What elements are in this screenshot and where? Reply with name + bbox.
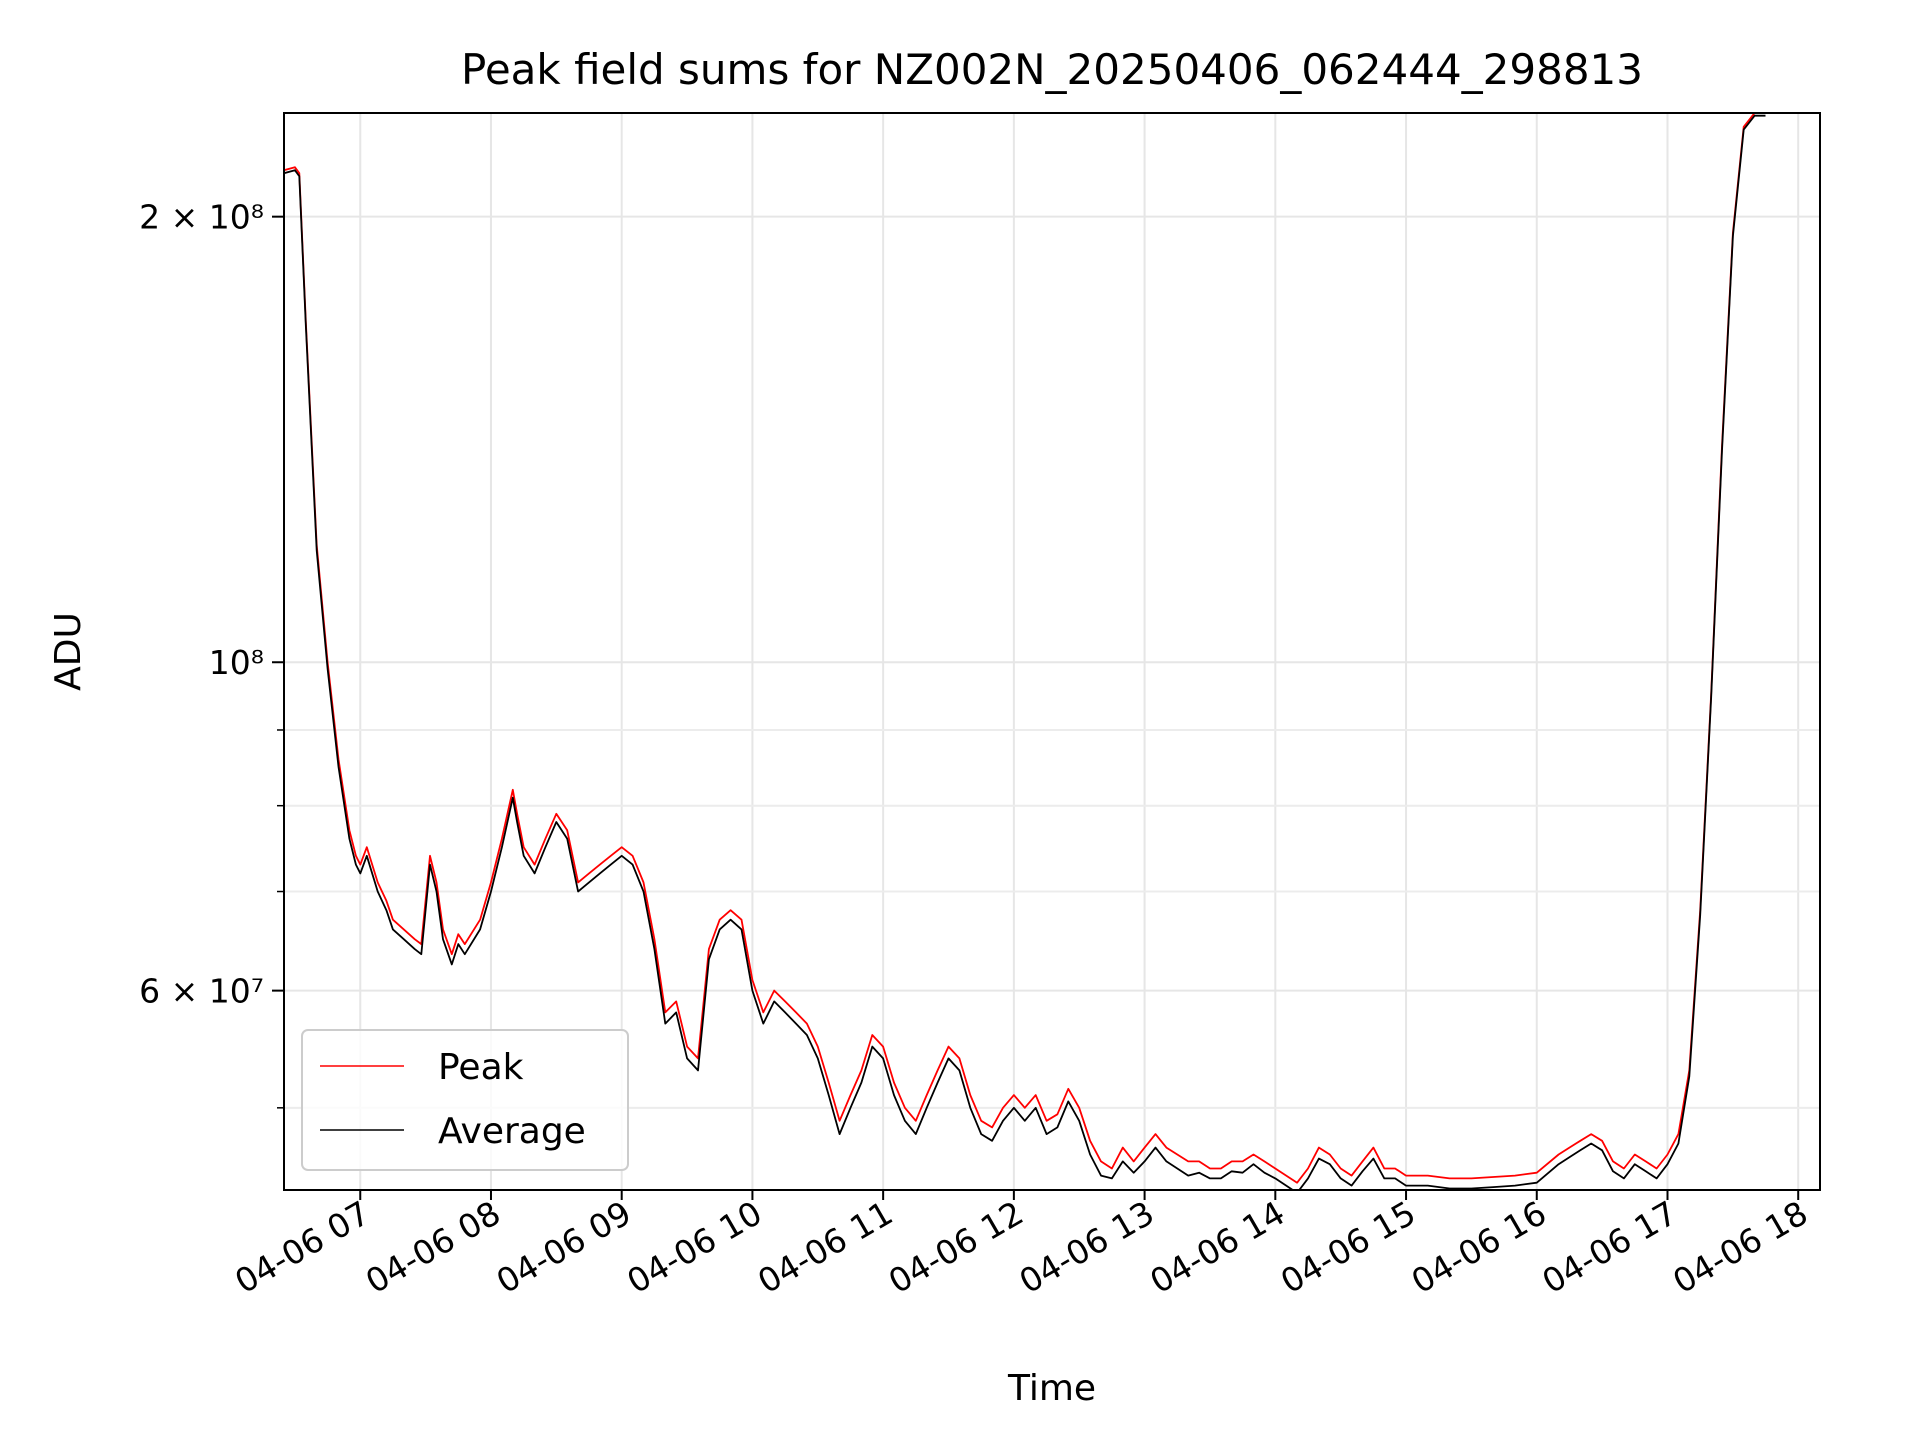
x-tick-label: 04-06 15 [1274, 1193, 1422, 1301]
x-tick-label: 04-06 16 [1405, 1193, 1553, 1301]
x-tick-label: 04-06 08 [359, 1193, 507, 1301]
y-tick-label: 6 × 10⁷ [139, 972, 264, 1011]
plot-frame [283, 112, 1821, 1191]
x-tick-label: 04-06 17 [1535, 1193, 1683, 1301]
y-axis-title: ADU [48, 612, 89, 691]
legend-label-average: Average [438, 1111, 586, 1152]
legend: Peak Average [301, 1029, 629, 1171]
chart-title: Peak field sums for NZ002N_20250406_0624… [461, 45, 1643, 94]
series-line-average [284, 114, 1766, 1190]
x-tick-label: 04-06 13 [1013, 1193, 1161, 1301]
x-tick-label: 04-06 10 [620, 1193, 768, 1301]
grid [284, 113, 1820, 1190]
x-tick-label: 04-06 11 [751, 1193, 899, 1301]
x-tick-label: 04-06 12 [882, 1193, 1030, 1301]
legend-box [301, 1029, 629, 1171]
legend-label-peak: Peak [438, 1047, 524, 1088]
x-tick-label: 04-06 14 [1143, 1193, 1291, 1301]
x-tick-label: 04-06 07 [228, 1193, 376, 1301]
x-tick-label: 04-06 18 [1666, 1193, 1814, 1301]
series-lines [284, 113, 1766, 1190]
x-axis-title: Time [1007, 1368, 1096, 1409]
y-tick-label: 2 × 10⁸ [139, 198, 264, 237]
y-tick-label: 10⁸ [209, 643, 264, 682]
y-axis: 2 × 10⁸ 10⁸ 6 × 10⁷ [139, 198, 284, 1109]
series-line-peak [284, 113, 1766, 1184]
x-tick-label: 04-06 09 [490, 1193, 638, 1301]
